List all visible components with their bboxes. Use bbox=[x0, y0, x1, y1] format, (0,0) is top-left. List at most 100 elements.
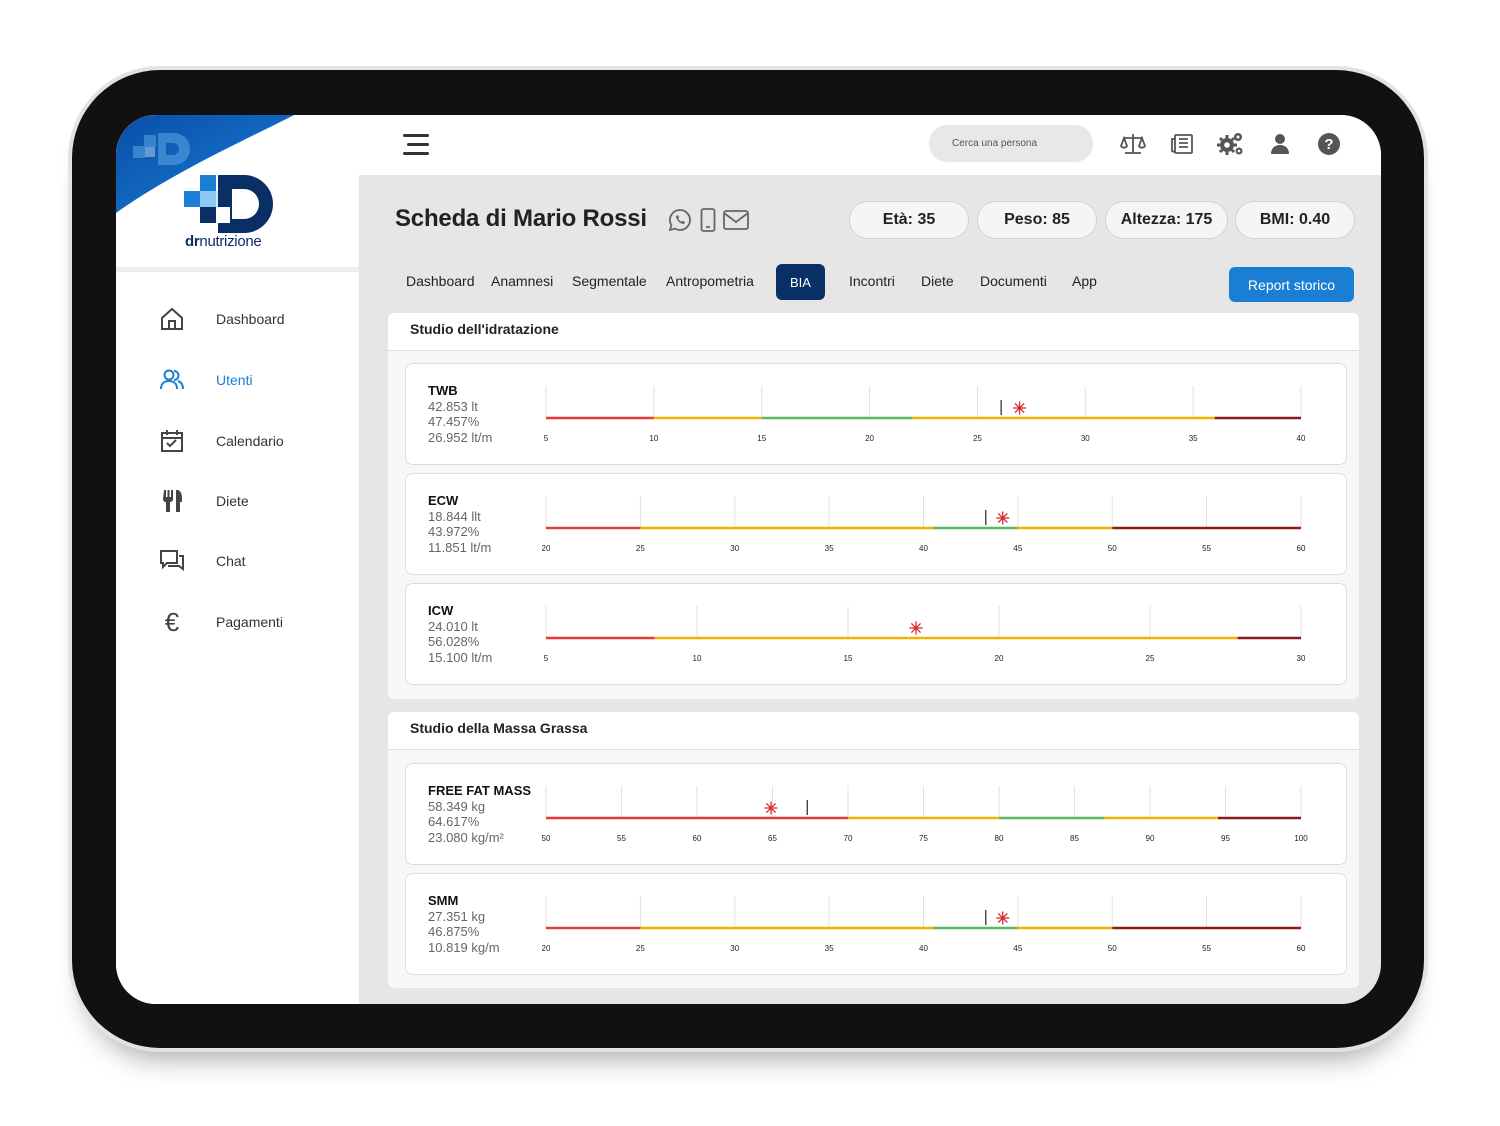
tab-app[interactable]: App bbox=[1072, 273, 1097, 289]
phone-icon[interactable] bbox=[695, 207, 721, 233]
metric-card-free-fat-mass: FREE FAT MASS 58.349 kg 64.617% 23.080 k… bbox=[405, 763, 1347, 865]
metric-value-percent: 64.617% bbox=[428, 814, 480, 829]
range-scale: 50 55 60 65 70 75 80 85 90 95 100 bbox=[542, 786, 1308, 843]
main-content: Scheda di Mario Rossi Età: 35 Peso: 85 A… bbox=[359, 175, 1381, 1004]
scale-tick-label: 85 bbox=[1070, 834, 1079, 843]
value-marker bbox=[909, 621, 923, 635]
help-icon[interactable]: ? bbox=[1315, 130, 1343, 158]
scale-tick-label: 20 bbox=[865, 434, 874, 443]
metric-name: SMM bbox=[428, 893, 459, 908]
scale-tick-label: 35 bbox=[825, 544, 834, 553]
cutlery-icon bbox=[156, 485, 188, 517]
brand-logo bbox=[184, 175, 273, 233]
top-bar: ? bbox=[359, 115, 1381, 175]
tab-segmentale[interactable]: Segmentale bbox=[572, 273, 647, 289]
mail-icon[interactable] bbox=[723, 207, 749, 233]
scale-tick-label: 25 bbox=[636, 544, 645, 553]
scale-tick-label: 40 bbox=[1297, 434, 1306, 443]
sidebar-item-label: Calendario bbox=[216, 433, 284, 449]
sidebar-item-dashboard[interactable]: Dashboard bbox=[156, 301, 346, 337]
scale-tick-label: 20 bbox=[542, 544, 551, 553]
scale-tick-label: 25 bbox=[636, 944, 645, 953]
metric-value-index: 15.100 lt/m bbox=[428, 650, 493, 665]
metric-value-index: 11.851 lt/m bbox=[428, 540, 492, 555]
sidebar-item-label: Pagamenti bbox=[216, 614, 283, 630]
height-pill: Altezza: 175 bbox=[1105, 201, 1228, 239]
metric-value-index: 26.952 lt/m bbox=[428, 430, 493, 445]
metric-value-mass: 27.351 kg bbox=[428, 909, 486, 924]
app-screen: drnutrizione Dashboard Utenti Calendario… bbox=[116, 115, 1381, 1004]
value-marker bbox=[996, 511, 1010, 525]
metric-value-percent: 47.457% bbox=[428, 414, 480, 429]
scale-tick-label: 35 bbox=[825, 944, 834, 953]
scale-tick-label: 5 bbox=[544, 654, 549, 663]
scale-tick-label: 15 bbox=[844, 654, 853, 663]
metric-name: TWB bbox=[428, 383, 458, 398]
scale-tick-label: 95 bbox=[1221, 834, 1230, 843]
scale-icon[interactable] bbox=[1119, 130, 1147, 158]
sidebar-item-chat[interactable]: Chat bbox=[156, 543, 346, 579]
gears-icon[interactable] bbox=[1217, 130, 1245, 158]
tab-antropometria[interactable]: Antropometria bbox=[666, 273, 754, 289]
value-marker bbox=[764, 801, 778, 815]
metric-value-mass: 58.349 kg bbox=[428, 799, 486, 814]
whatsapp-icon[interactable] bbox=[667, 207, 693, 233]
scale-tick-label: 70 bbox=[844, 834, 853, 843]
sidebar-item-label: Diete bbox=[216, 493, 249, 509]
scale-tick-label: 45 bbox=[1013, 944, 1022, 953]
metric-name: ICW bbox=[428, 603, 454, 618]
sidebar-item-diete[interactable]: Diete bbox=[156, 483, 346, 519]
scale-tick-label: 55 bbox=[1202, 544, 1211, 553]
euro-icon: € bbox=[164, 606, 180, 637]
scale-tick-label: 20 bbox=[542, 944, 551, 953]
tab-documenti[interactable]: Documenti bbox=[980, 273, 1047, 289]
scale-tick-label: 45 bbox=[1013, 544, 1022, 553]
scale-tick-label: 75 bbox=[919, 834, 928, 843]
scale-tick-label: 90 bbox=[1146, 834, 1155, 843]
panel-title: Studio della Massa Grassa bbox=[388, 712, 1359, 750]
range-scale: 20 25 30 35 40 45 50 55 60 bbox=[542, 496, 1306, 553]
scale-tick-label: 5 bbox=[544, 434, 549, 443]
panel-title: Studio dell'idratazione bbox=[388, 313, 1359, 351]
metric-value-percent: 56.028% bbox=[428, 634, 480, 649]
metric-value-index: 10.819 kg/m bbox=[428, 940, 500, 955]
scale-tick-label: 55 bbox=[1202, 944, 1211, 953]
corner-decoration bbox=[116, 115, 294, 213]
news-icon[interactable] bbox=[1168, 130, 1196, 158]
scale-tick-label: 40 bbox=[919, 944, 928, 953]
sidebar-item-label: Dashboard bbox=[216, 311, 285, 327]
tab-bia[interactable]: BIA bbox=[776, 264, 825, 300]
menu-toggle-icon[interactable] bbox=[403, 133, 429, 155]
sidebar-item-calendario[interactable]: Calendario bbox=[156, 423, 346, 459]
user-icon[interactable] bbox=[1266, 130, 1294, 158]
scale-tick-label: 100 bbox=[1294, 834, 1308, 843]
scale-tick-label: 40 bbox=[919, 544, 928, 553]
page-title: Scheda di Mario Rossi bbox=[395, 205, 647, 232]
scale-tick-label: 30 bbox=[1081, 434, 1090, 443]
tab-dashboard[interactable]: Dashboard bbox=[406, 273, 475, 289]
metric-value-volume: 18.844 llt bbox=[428, 509, 481, 524]
scale-tick-label: 25 bbox=[1146, 654, 1155, 663]
metric-value-volume: 24.010 lt bbox=[428, 619, 478, 634]
range-scale: 5 10 15 20 25 30 bbox=[544, 606, 1306, 663]
scale-tick-label: 10 bbox=[693, 654, 702, 663]
svg-text:?: ? bbox=[1324, 136, 1333, 153]
report-storico-button[interactable]: Report storico bbox=[1229, 267, 1354, 302]
metric-value-percent: 43.972% bbox=[428, 524, 480, 539]
metric-value-volume: 42.853 lt bbox=[428, 399, 478, 414]
sidebar-divider bbox=[116, 267, 359, 272]
brand-wordmark: drnutrizione bbox=[185, 233, 262, 250]
tab-incontri[interactable]: Incontri bbox=[849, 273, 895, 289]
tab-anamnesi[interactable]: Anamnesi bbox=[491, 273, 554, 289]
sidebar-item-pagamenti[interactable]: € Pagamenti bbox=[156, 604, 346, 640]
scale-tick-label: 55 bbox=[617, 834, 626, 843]
scale-tick-label: 10 bbox=[649, 434, 658, 443]
scale-tick-label: 50 bbox=[1108, 544, 1117, 553]
tab-diete[interactable]: Diete bbox=[921, 273, 954, 289]
search-input[interactable] bbox=[929, 125, 1093, 162]
scale-tick-label: 30 bbox=[1297, 654, 1306, 663]
sidebar-item-utenti[interactable]: Utenti bbox=[156, 362, 346, 398]
age-pill: Età: 35 bbox=[849, 201, 969, 239]
scale-tick-label: 80 bbox=[995, 834, 1004, 843]
value-marker bbox=[996, 911, 1010, 925]
